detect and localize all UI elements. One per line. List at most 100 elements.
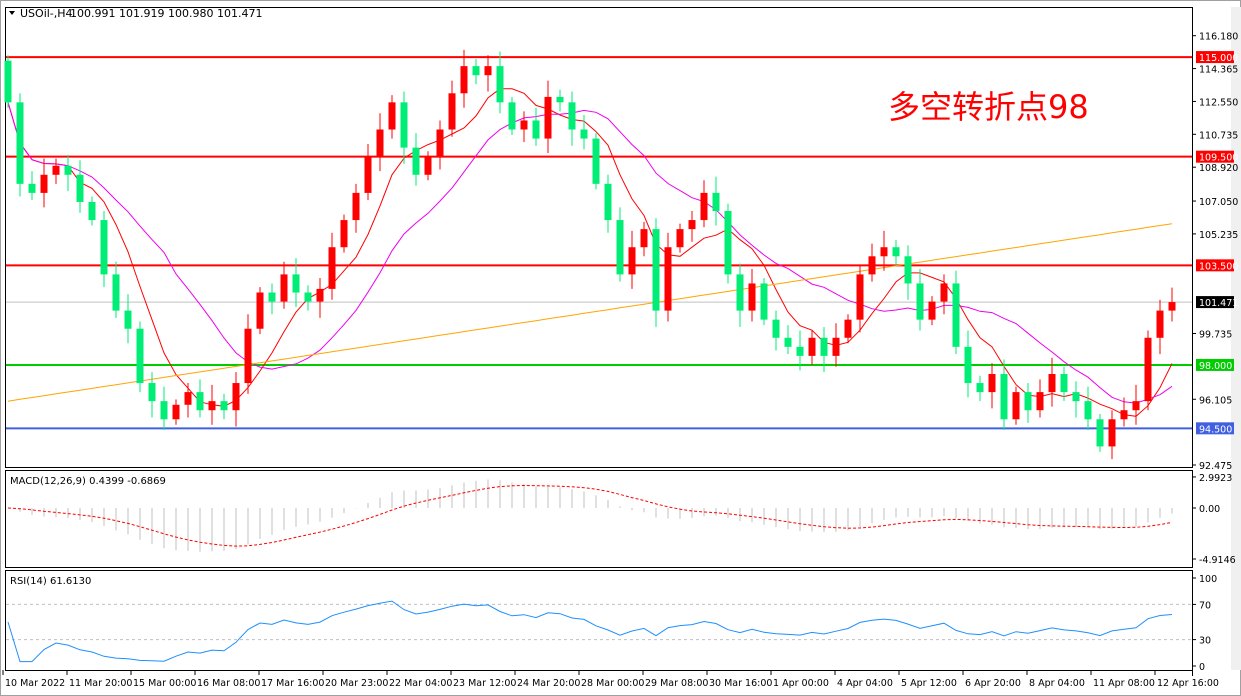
candle bbox=[712, 176, 720, 226]
candle bbox=[112, 261, 120, 318]
candle bbox=[1000, 359, 1008, 431]
candle bbox=[664, 232, 672, 322]
candle-body bbox=[664, 247, 672, 311]
candle-body bbox=[1108, 419, 1116, 447]
candle-body bbox=[436, 129, 444, 157]
candle bbox=[904, 245, 912, 300]
dropdown-triangle-icon[interactable] bbox=[9, 11, 15, 15]
candle-body bbox=[1084, 401, 1092, 420]
price-tick-label: 92.475 bbox=[1199, 461, 1232, 472]
price-tick-label: 107.050 bbox=[1199, 197, 1238, 208]
candle-body bbox=[376, 129, 384, 157]
time-tick-label: 15 Mar 00:00 bbox=[133, 678, 196, 689]
candle bbox=[520, 111, 528, 143]
candle bbox=[28, 171, 36, 201]
candle bbox=[184, 383, 192, 418]
level-badge bbox=[1196, 422, 1234, 435]
candle bbox=[16, 93, 24, 197]
candle-body bbox=[904, 256, 912, 284]
candle-body bbox=[856, 274, 864, 320]
candle-body bbox=[1060, 373, 1068, 393]
candle-body bbox=[760, 283, 768, 320]
macd-title: MACD(12,26,9) 0.4399 -0.6869 bbox=[10, 476, 166, 487]
candle bbox=[652, 218, 660, 327]
candle bbox=[52, 158, 60, 184]
macd-panel bbox=[5, 470, 1193, 568]
rsi-tick-label: 30 bbox=[1199, 636, 1211, 647]
candle bbox=[628, 230, 636, 289]
candle-body bbox=[832, 337, 840, 356]
candle-body bbox=[292, 274, 300, 293]
candle-body bbox=[556, 96, 564, 103]
candle-body bbox=[112, 274, 120, 311]
price-tick-label: 110.735 bbox=[1199, 130, 1238, 141]
candle-body bbox=[124, 310, 132, 329]
price-tick-label: 105.235 bbox=[1199, 230, 1238, 241]
candle-body bbox=[172, 404, 180, 420]
candle bbox=[352, 183, 360, 233]
candle-body bbox=[412, 147, 420, 175]
current-price-badge bbox=[1196, 296, 1234, 309]
candle bbox=[316, 278, 324, 318]
candle bbox=[364, 143, 372, 201]
time-tick-label: 11 Apr 08:00 bbox=[1093, 678, 1155, 689]
candle-body bbox=[820, 337, 828, 356]
rsi-panel bbox=[5, 570, 1193, 671]
candle bbox=[328, 232, 336, 300]
time-tick-label: 24 Mar 20:00 bbox=[517, 678, 580, 689]
candle-body bbox=[688, 220, 696, 230]
candle bbox=[1132, 384, 1140, 425]
candle-body bbox=[676, 229, 684, 248]
time-tick-label: 16 Mar 08:00 bbox=[197, 678, 260, 689]
candle-body bbox=[388, 102, 396, 130]
candle bbox=[400, 91, 408, 164]
time-tick-label: 23 Mar 12:00 bbox=[453, 678, 516, 689]
candle-body bbox=[748, 283, 756, 311]
candle bbox=[796, 330, 804, 371]
level-label: 94.500 bbox=[1199, 424, 1232, 435]
rsi-indicator: 100 70 30 0 bbox=[6, 574, 1217, 673]
candle bbox=[472, 58, 480, 85]
candle bbox=[376, 113, 384, 172]
candle bbox=[220, 393, 228, 420]
level-badge bbox=[1196, 358, 1234, 371]
candle-body bbox=[316, 288, 324, 302]
macd-tick-label: 0.00 bbox=[1199, 504, 1220, 515]
candle-body bbox=[628, 247, 636, 275]
candle-body bbox=[640, 229, 648, 248]
time-tick-label: 29 Mar 08:00 bbox=[645, 678, 708, 689]
candle bbox=[592, 133, 600, 190]
candle-body bbox=[424, 156, 432, 175]
candle-body bbox=[76, 174, 84, 202]
candle-body bbox=[136, 328, 144, 384]
ma-slow-line bbox=[7, 223, 1173, 402]
candle bbox=[412, 133, 420, 186]
candle bbox=[196, 379, 204, 418]
candle bbox=[1036, 379, 1044, 418]
candle-body bbox=[40, 174, 48, 193]
candle bbox=[388, 95, 396, 139]
candle-body bbox=[796, 346, 804, 356]
time-tick-label: 28 Mar 00:00 bbox=[581, 678, 644, 689]
time-tick-label: 1 Apr 00:00 bbox=[773, 678, 829, 689]
candle-body bbox=[844, 319, 852, 338]
level-label: 98.000 bbox=[1199, 361, 1232, 372]
candle-body bbox=[952, 283, 960, 347]
time-tick-label: 11 Mar 20:00 bbox=[69, 678, 132, 689]
macd-tick-label: -4.9146 bbox=[1199, 555, 1236, 566]
level-label: 115.000 bbox=[1199, 53, 1238, 64]
candle bbox=[1024, 383, 1032, 423]
candle-body bbox=[580, 129, 588, 139]
candle bbox=[280, 261, 288, 309]
candle bbox=[820, 326, 828, 373]
candle bbox=[880, 230, 888, 271]
candle-body bbox=[868, 256, 876, 275]
candle bbox=[544, 80, 552, 154]
candle-body bbox=[448, 93, 456, 130]
horizontal-levels bbox=[6, 56, 1192, 430]
price-tick-label: 116.180 bbox=[1199, 32, 1238, 43]
candle-body bbox=[808, 337, 816, 356]
candle-body bbox=[976, 383, 984, 393]
candle bbox=[952, 270, 960, 355]
